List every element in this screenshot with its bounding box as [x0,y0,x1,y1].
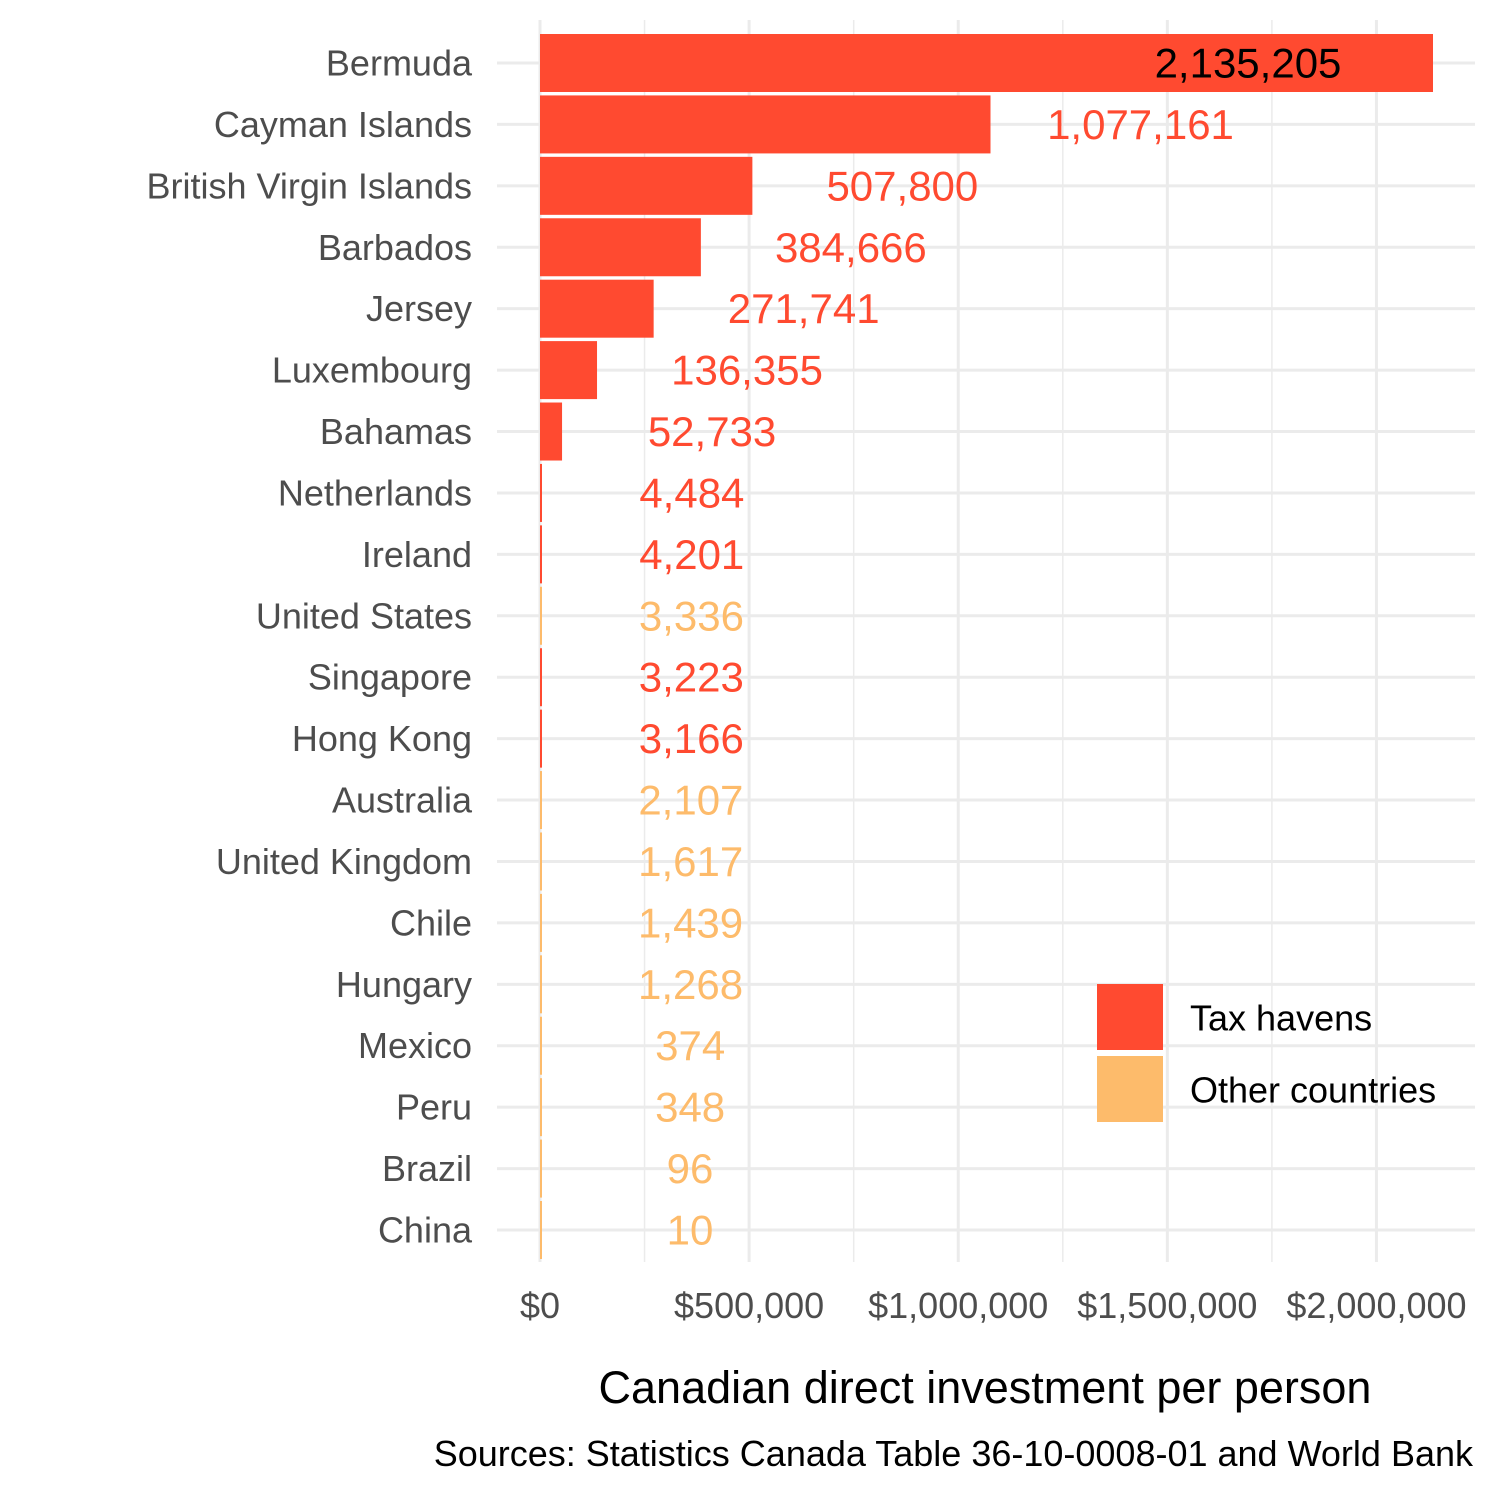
category-label: Singapore [308,657,472,698]
category-label: United States [256,595,472,636]
data-label: 136,355 [671,347,823,394]
legend: Tax havens Other countries [1097,984,1436,1122]
bar [540,1139,542,1198]
bar [540,586,542,645]
category-label: China [378,1210,473,1251]
data-label: 1,439 [638,899,743,946]
data-label: 10 [667,1207,714,1254]
data-label: 1,617 [638,838,743,885]
x-tick-label: $2,000,000 [1286,1285,1466,1326]
bar [540,648,542,707]
bar [540,1201,542,1259]
x-axis-title: Canadian direct investment per person [599,1362,1372,1413]
category-label: Hungary [336,964,472,1005]
x-tick-label: $1,500,000 [1077,1285,1257,1326]
data-label: 1,268 [638,961,743,1008]
data-labels: 2,135,205 1,077,161 507,800 384,666 271,741 1… [638,40,1341,1254]
category-labels: Bermuda Cayman Islands British Virgin Isla… [147,43,473,1251]
category-label: Brazil [382,1148,472,1189]
bar [540,1016,542,1075]
data-label: 3,223 [639,654,744,701]
data-label: 2,107 [638,777,743,824]
bar [540,341,598,400]
bar [540,402,563,461]
data-label: 1,077,161 [1047,101,1234,148]
bar [540,156,753,215]
bar [540,463,542,522]
category-label: Australia [332,780,473,821]
data-label: 96 [667,1145,714,1192]
bars [540,34,1433,1259]
category-label: Hong Kong [292,718,472,759]
data-label: 4,484 [639,469,744,516]
bar [540,771,542,830]
category-label: Ireland [362,534,472,575]
data-label: 507,800 [826,162,978,209]
bar [540,95,991,154]
bar [540,955,542,1014]
legend-label: Tax havens [1190,998,1372,1039]
category-label: Peru [396,1087,472,1128]
data-label: 271,741 [728,285,880,332]
bar [540,832,542,891]
bar [540,1078,542,1137]
data-label: 384,666 [775,224,927,271]
x-tick-label: $0 [520,1285,560,1326]
category-label: British Virgin Islands [147,165,472,206]
data-label: 3,166 [639,715,744,762]
bar [540,279,654,338]
x-tick-label: $1,000,000 [868,1285,1048,1326]
category-label: Netherlands [278,472,472,513]
bar [540,34,1433,92]
bar [540,525,542,584]
category-label: Bermuda [326,43,473,84]
category-label: Bahamas [320,411,472,452]
x-tick-label: $500,000 [674,1285,824,1326]
data-label: 348 [655,1084,725,1131]
data-label: 2,135,205 [1155,40,1342,87]
category-label: Chile [390,902,472,943]
category-label: Mexico [358,1025,472,1066]
category-label: Jersey [366,288,472,329]
data-label: 52,733 [648,408,776,455]
category-label: Cayman Islands [214,104,472,145]
legend-swatch [1097,1056,1163,1122]
legend-label: Other countries [1190,1070,1436,1111]
data-label: 374 [655,1022,725,1069]
x-tick-labels: $0 $500,000 $1,000,000 $1,500,000 $2,000,000 [520,1285,1467,1326]
bar [540,893,542,952]
bar [540,709,542,768]
category-label: United Kingdom [216,841,472,882]
legend-swatch [1097,984,1163,1050]
bar [540,218,701,277]
category-label: Luxembourg [272,350,472,391]
data-label: 4,201 [639,531,744,578]
caption: Sources: Statistics Canada Table 36-10-0… [434,1433,1474,1474]
category-label: Barbados [318,227,472,268]
data-label: 3,336 [639,592,744,639]
